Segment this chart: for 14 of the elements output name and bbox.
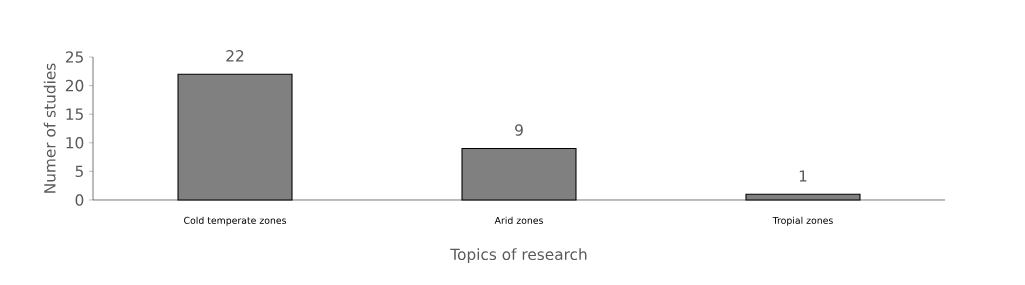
y-tick-label: 15 bbox=[66, 108, 83, 120]
data-label: 1 bbox=[799, 170, 807, 182]
x-tick-label: Cold temperate zones bbox=[184, 216, 287, 226]
y-tick-label: 0 bbox=[75, 194, 84, 206]
x-tick-label: Arid zones bbox=[494, 216, 543, 224]
y-tick-label: 20 bbox=[65, 79, 84, 92]
data-label: 22 bbox=[226, 50, 244, 62]
y-tick-label: 25 bbox=[65, 51, 83, 63]
data-label: 9 bbox=[515, 124, 523, 136]
y-axis-title: Numer of studies bbox=[43, 63, 56, 193]
y-tick-label: 10 bbox=[66, 137, 84, 149]
x-axis-title: Topics of research bbox=[450, 248, 587, 264]
x-tick-label: Tropial zones bbox=[772, 216, 833, 226]
y-tick-label: 5 bbox=[75, 165, 83, 178]
